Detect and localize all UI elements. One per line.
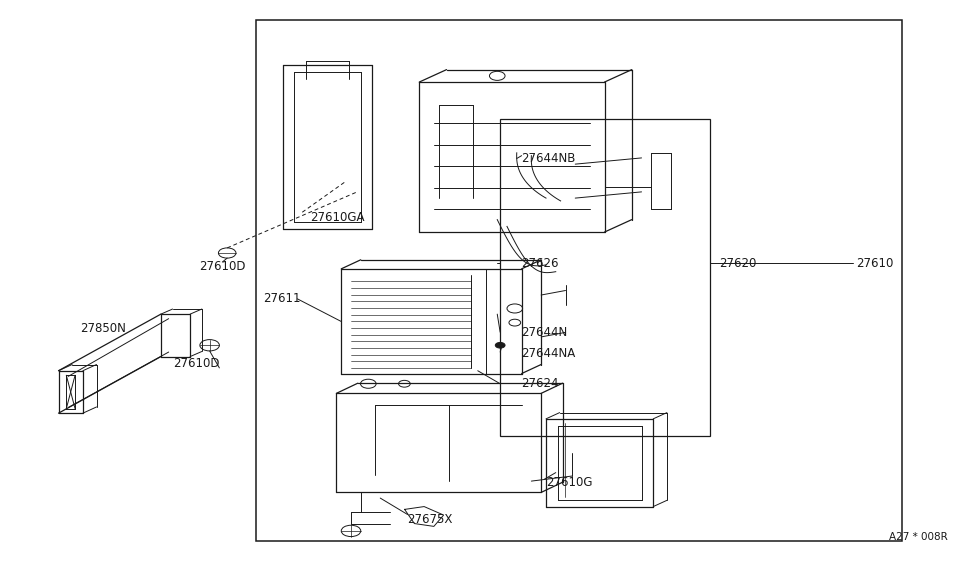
Bar <box>500 119 710 436</box>
Text: 27624: 27624 <box>522 378 559 390</box>
Text: A27 * 008R: A27 * 008R <box>889 532 948 542</box>
Text: 27644NB: 27644NB <box>522 152 576 165</box>
Text: 27644NA: 27644NA <box>522 348 576 360</box>
Text: 27610G: 27610G <box>546 476 593 488</box>
Text: 27610: 27610 <box>856 257 893 269</box>
Text: 27610D: 27610D <box>199 260 246 272</box>
Text: 27611: 27611 <box>263 293 300 305</box>
Text: 27620: 27620 <box>720 257 757 269</box>
Text: 27610GA: 27610GA <box>310 212 365 224</box>
Bar <box>256 20 902 541</box>
Text: 27610D: 27610D <box>174 357 220 370</box>
Text: 27675X: 27675X <box>408 513 453 525</box>
Text: 27626: 27626 <box>522 257 559 269</box>
Text: 27850N: 27850N <box>80 322 126 335</box>
Text: 27644N: 27644N <box>522 326 567 338</box>
Circle shape <box>495 342 505 348</box>
